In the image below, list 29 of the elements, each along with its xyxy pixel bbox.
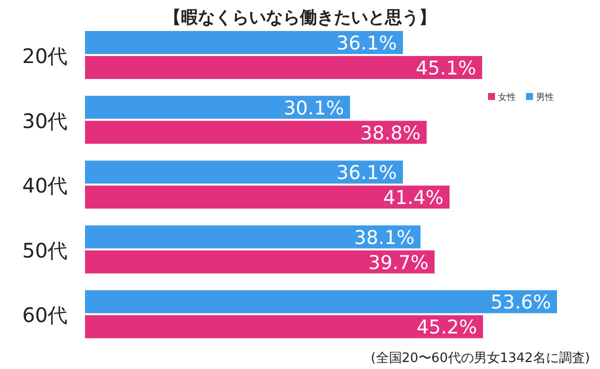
data-label: 45.2% [416,316,478,339]
bar [85,250,435,274]
y-tick-label: 30代 [22,108,68,133]
data-label: 45.1% [416,58,476,80]
data-label: 53.6% [490,292,551,314]
legend-label: 女性 [498,92,516,103]
bar [85,225,421,248]
data-label: 30.1% [284,97,344,120]
text: (全国20〜60代の男女1342名に調査) [370,351,590,366]
bar [85,160,403,184]
bar [85,290,557,314]
legend-label: 男性 [536,92,554,103]
data-label: 36.1% [336,32,397,54]
data-label: 38.1% [354,226,415,249]
data-label: 36.1% [336,162,397,184]
bar [85,96,350,119]
data-label: 39.7% [368,252,429,274]
y-tick-label: 50代 [22,238,68,262]
chart-title: 【暇なくらいなら働きたいと思う】 [164,8,436,28]
bar [85,31,403,54]
data-label: 41.4% [383,187,444,210]
y-tick-label: 60代 [22,303,68,328]
y-tick-label: 40代 [22,174,68,198]
y-tick-label: 20代 [22,44,68,68]
bar [85,56,482,79]
bar [85,315,484,338]
bar [85,186,450,209]
data-label: 38.8% [360,122,421,144]
bar [85,120,427,144]
